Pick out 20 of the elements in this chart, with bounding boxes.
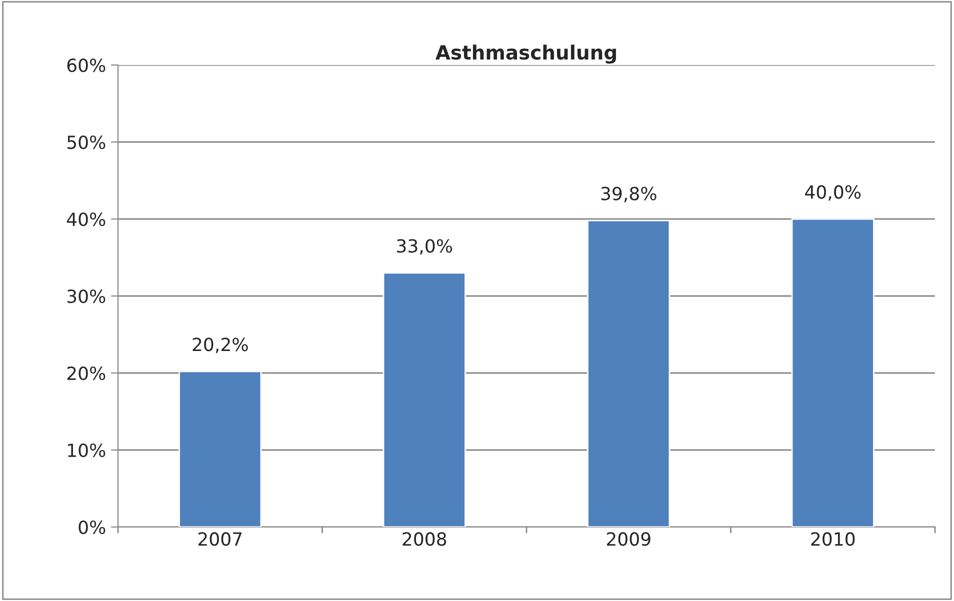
y-tick-label: 0%	[78, 520, 106, 534]
y-tick-label: 30%	[67, 289, 106, 304]
x-tick-label: 2010	[811, 532, 855, 546]
y-tick-label: 20%	[67, 366, 106, 380]
bar	[178, 370, 262, 527]
bar	[587, 220, 670, 527]
y-tick-label: 10%	[68, 443, 106, 458]
chart-title: Asthmaschulung	[436, 44, 616, 64]
bar	[382, 272, 466, 527]
data-label: 40,0%	[805, 185, 861, 201]
x-tick-label: 2007	[198, 532, 242, 546]
y-tick-label: 60%	[67, 58, 106, 72]
data-label: 39,8%	[601, 186, 656, 202]
x-tick-label: 2009	[606, 532, 650, 546]
data-label: 20,2%	[192, 338, 248, 354]
x-tick-label: 2008	[402, 532, 446, 546]
bar	[791, 218, 874, 527]
y-tick-label: 40%	[66, 212, 106, 226]
data-label: 33,0%	[397, 239, 452, 255]
y-tick-label: 50%	[67, 135, 106, 150]
